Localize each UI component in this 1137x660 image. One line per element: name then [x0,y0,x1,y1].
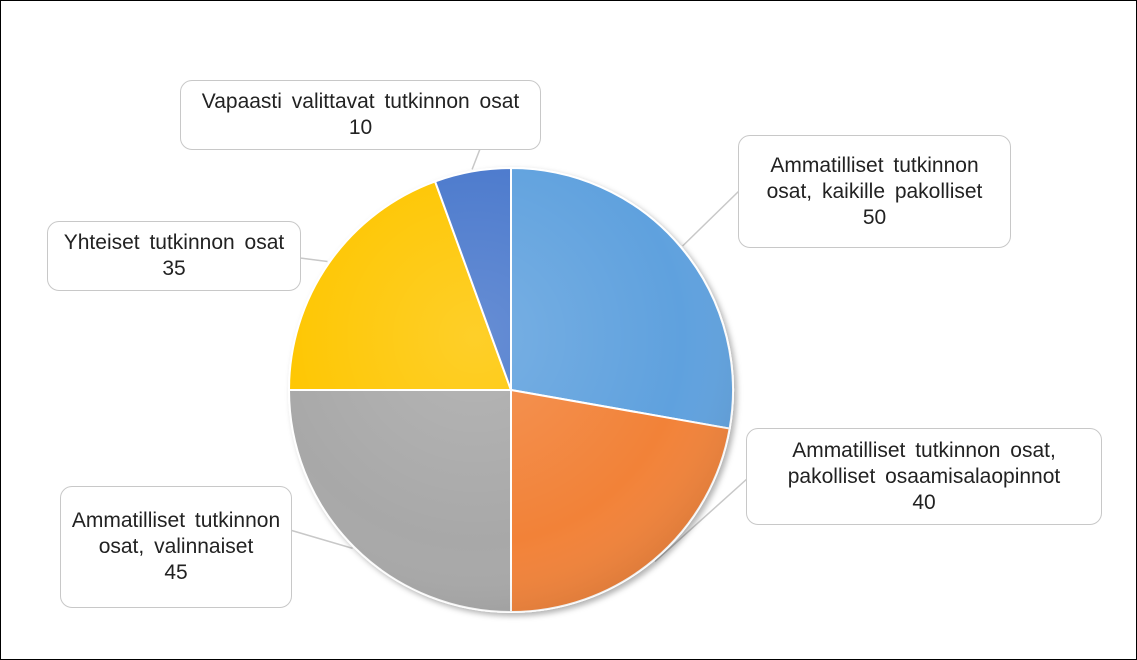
data-label-slice-1-value: 40 [912,490,936,514]
data-label-slice-0: Ammatilliset tutkinnon osat, kaikille pa… [738,135,1011,248]
data-label-slice-4-text: Vapaasti valittavat tutkinnon osat [201,90,520,113]
data-label-slice-2-value: 45 [164,561,188,584]
pie-slice-1 [510,389,731,613]
data-label-slice-4-value: 10 [348,116,373,139]
leader-line-4 [471,148,481,170]
data-label-slice-3: Yhteiset tutkinnon osat 35 [47,221,301,291]
pie-slice-0 [510,167,734,430]
leader-line-0 [682,189,741,247]
data-label-slice-0-text: Ammatilliset tutkinnon osat, kaikille pa… [766,153,983,203]
data-label-slice-3-text: Yhteiset tutkinnon osat [63,231,285,254]
data-label-slice-1-text: Ammatilliset tutkinnon osat, pakolliset … [787,438,1061,488]
data-label-slice-2: Ammatilliset tutkinnon osat, valinnaiset… [60,486,292,608]
pie-slices [288,167,734,613]
data-label-slice-2-text: Ammatilliset tutkinnon osat, valinnaiset [71,509,281,558]
data-label-slice-0-value: 50 [862,205,887,229]
pie-slice-2 [288,389,512,613]
data-label-slice-4: Vapaasti valittavat tutkinnon osat 10 [180,80,541,150]
data-label-slice-1: Ammatilliset tutkinnon osat, pakolliset … [746,428,1102,525]
leader-line-3 [299,257,328,263]
data-label-slice-3-value: 35 [162,257,186,280]
